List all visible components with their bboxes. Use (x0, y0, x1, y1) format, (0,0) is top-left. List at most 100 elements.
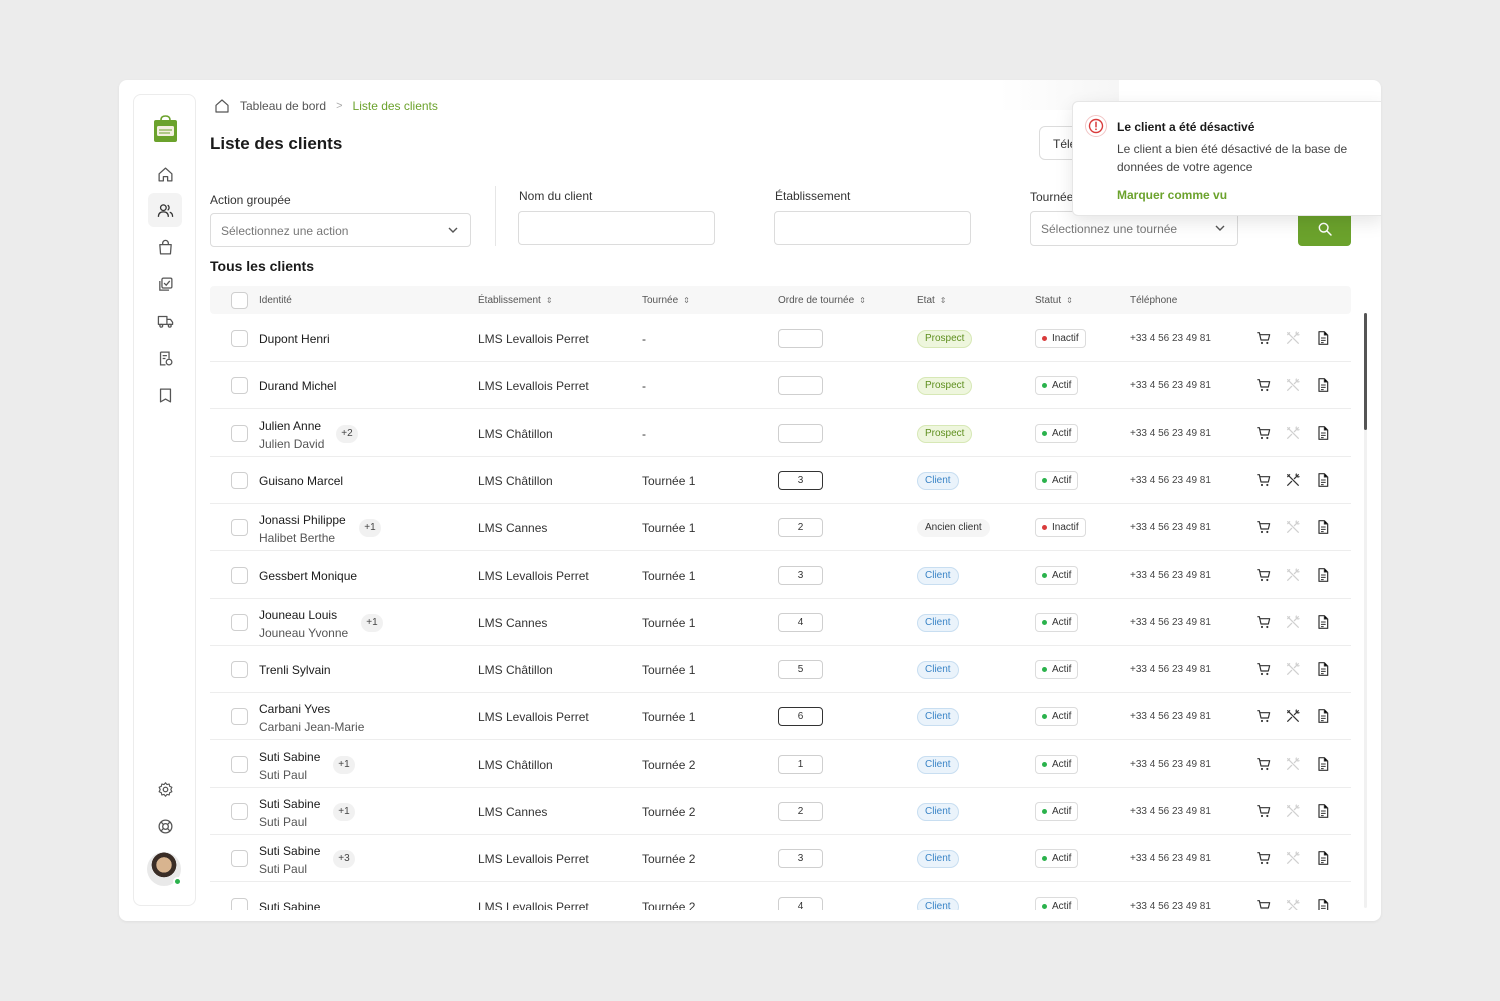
document-icon[interactable] (1315, 708, 1331, 724)
client-name-input[interactable] (518, 211, 715, 245)
order-input[interactable]: 3 (778, 849, 823, 869)
order-input[interactable] (778, 329, 823, 348)
order-input[interactable]: 2 (778, 802, 823, 821)
row-checkbox[interactable] (231, 566, 248, 584)
row-checkbox[interactable] (231, 613, 248, 631)
nav-tasks[interactable] (148, 267, 182, 301)
tournee-select[interactable]: Sélectionnez une tournée (1030, 211, 1238, 246)
client-name[interactable]: Jonassi Philippe (259, 513, 346, 528)
nav-clients[interactable] (148, 193, 182, 227)
order-input[interactable]: 5 (778, 660, 823, 680)
more-contacts-badge[interactable]: +1 (333, 803, 355, 821)
order-input[interactable]: 3 (778, 565, 823, 585)
cart-icon[interactable] (1256, 898, 1272, 910)
order-input[interactable] (778, 423, 823, 443)
select-all-checkbox[interactable] (231, 292, 248, 309)
document-icon[interactable] (1315, 850, 1331, 866)
client-name[interactable]: Suti Sabine (259, 899, 321, 910)
cart-icon[interactable] (1256, 756, 1272, 772)
document-icon[interactable] (1315, 425, 1331, 441)
header-etat[interactable]: Etat ⇕ (917, 295, 947, 306)
table-row[interactable]: Durand Michel LMS Levallois Perret - Prospe… (210, 362, 1351, 410)
client-name[interactable]: Dupont Henri (259, 332, 330, 346)
table-row[interactable]: Suti Sabine Suti Paul +1 LMS Cannes Tournée … (210, 788, 1351, 835)
tools-icon[interactable] (1285, 850, 1301, 866)
more-contacts-badge[interactable]: +3 (333, 850, 355, 869)
client-name[interactable]: Suti Sabine (259, 844, 321, 859)
order-input[interactable]: 1 (778, 754, 823, 774)
header-ordre[interactable]: Ordre de tournée ⇕ (778, 295, 866, 306)
cart-icon[interactable] (1256, 850, 1272, 866)
document-icon[interactable] (1315, 661, 1331, 677)
cart-icon[interactable] (1256, 330, 1272, 346)
tools-icon[interactable] (1285, 472, 1301, 488)
order-input[interactable]: 4 (778, 612, 823, 632)
row-checkbox[interactable] (231, 803, 248, 820)
document-icon[interactable] (1315, 330, 1331, 346)
document-icon[interactable] (1315, 803, 1331, 819)
client-name[interactable]: Julien Anne (259, 418, 322, 433)
document-icon[interactable] (1315, 567, 1331, 583)
client-name[interactable]: Gessbert Monique (259, 568, 358, 583)
table-row[interactable]: Trenli Sylvain LMS Châtillon Tournée 1 5 Cli… (210, 646, 1351, 694)
more-contacts-badge[interactable]: +1 (333, 755, 355, 774)
row-checkbox[interactable] (231, 708, 248, 726)
cart-icon[interactable] (1256, 472, 1272, 488)
client-name[interactable]: Trenli Sylvain (259, 663, 331, 678)
more-contacts-badge[interactable]: +1 (359, 519, 381, 538)
client-name[interactable]: Guisano Marcel (259, 473, 344, 488)
tools-icon[interactable] (1285, 330, 1301, 346)
document-icon[interactable] (1315, 898, 1331, 910)
nav-catalog[interactable] (148, 378, 182, 412)
cart-icon[interactable] (1256, 377, 1272, 393)
cart-icon[interactable] (1256, 614, 1272, 630)
client-name[interactable]: Suti Sabine (259, 749, 321, 764)
cart-icon[interactable] (1256, 425, 1272, 441)
table-row[interactable]: Dupont Henri LMS Levallois Perret - Prospec… (210, 315, 1351, 362)
client-name[interactable]: Durand Michel (259, 379, 337, 394)
more-contacts-badge[interactable]: +1 (361, 613, 383, 632)
nav-delivery[interactable] (148, 304, 182, 338)
order-input[interactable]: 6 (778, 707, 823, 727)
cart-icon[interactable] (1256, 803, 1272, 819)
cart-icon[interactable] (1256, 567, 1272, 583)
document-icon[interactable] (1315, 472, 1331, 488)
row-checkbox[interactable] (231, 661, 248, 679)
cart-icon[interactable] (1256, 519, 1272, 535)
client-name[interactable]: Suti Sabine (259, 797, 321, 811)
client-name[interactable]: Jouneau Louis (259, 607, 338, 622)
scrollbar-track[interactable] (1364, 313, 1367, 908)
mark-as-seen-link[interactable]: Marquer comme vu (1117, 188, 1228, 202)
nav-orders[interactable] (148, 230, 182, 264)
tools-icon[interactable] (1285, 567, 1301, 583)
document-icon[interactable] (1315, 614, 1331, 630)
order-input[interactable]: 2 (778, 518, 823, 538)
document-icon[interactable] (1315, 377, 1331, 393)
tools-icon[interactable] (1285, 756, 1301, 772)
row-checkbox[interactable] (231, 471, 248, 489)
tools-icon[interactable] (1285, 614, 1301, 630)
search-button[interactable] (1298, 211, 1351, 246)
nav-settings[interactable] (148, 772, 182, 806)
row-checkbox[interactable] (231, 897, 248, 910)
tools-icon[interactable] (1285, 425, 1301, 441)
cart-icon[interactable] (1256, 708, 1272, 724)
row-checkbox[interactable] (231, 377, 248, 395)
header-etablissement[interactable]: Établissement ⇕ (478, 295, 553, 306)
tools-icon[interactable] (1285, 708, 1301, 724)
row-checkbox[interactable] (231, 424, 248, 442)
brand-logo-icon[interactable] (153, 115, 178, 143)
cart-icon[interactable] (1256, 661, 1272, 677)
document-icon[interactable] (1315, 756, 1331, 772)
breadcrumb-home[interactable]: Tableau de bord (240, 99, 327, 113)
nav-invoices[interactable] (148, 341, 182, 375)
table-row[interactable]: Jonassi Philippe Halibet Berthe +1 LMS Cann… (210, 504, 1351, 552)
avatar[interactable] (147, 852, 182, 886)
client-name[interactable]: Carbani Yves (259, 702, 331, 717)
document-icon[interactable] (1315, 519, 1331, 535)
order-input[interactable] (778, 376, 823, 396)
table-row[interactable]: Suti Sabine LMS Levallois Perret Tournée 2… (210, 883, 1351, 910)
tools-icon[interactable] (1285, 661, 1301, 677)
order-input[interactable]: 3 (778, 470, 823, 490)
breadcrumb-current[interactable]: Liste des clients (352, 99, 438, 113)
